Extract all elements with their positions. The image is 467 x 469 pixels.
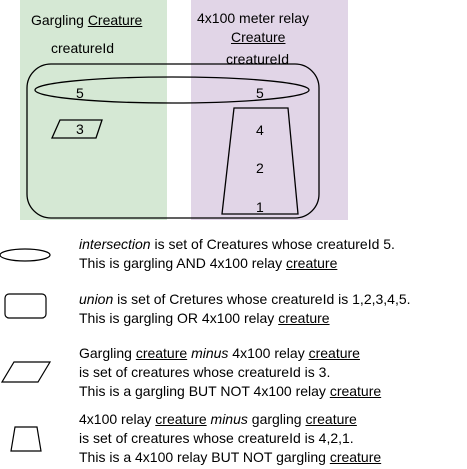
legend-entry-line: This is gargling OR 4x100 relay creature [79,309,330,328]
relay-only-value: 1 [256,199,264,215]
legend-text-segment: gargling [247,411,306,427]
relay-title-entity: Creature [231,29,286,45]
intersection-value-right: 5 [256,85,264,101]
legend-text-segment: 4x100 relay [79,411,156,427]
parallelogram-icon [0,361,52,383]
union-rounded-rectangle [26,63,320,219]
legend-text-segment: creature [278,310,330,326]
rounded-rectangle-icon [4,293,47,319]
legend-text-segment: This is gargling AND 4x100 relay [79,255,286,271]
legend-text-segment: This is gargling OR 4x100 relay [79,310,279,326]
legend-entry-line: 4x100 relay creature minus gargling crea… [79,410,357,429]
legend-text-segment: is set of creatures whose creatureId is … [79,364,331,380]
intersection-ellipse [34,76,310,104]
legend-text-segment: creature [305,411,357,427]
gargling-set-panel [20,0,167,220]
legend-entry-line: intersection is set of Creatures whose c… [79,235,395,254]
legend-text-segment: creature [135,345,188,361]
gargling-title-entity: Creature [87,12,143,28]
legend-text-segment: creature [155,411,207,427]
legend-text-segment: creature [329,449,382,465]
gargling-only-parallelogram [50,119,103,139]
legend-entry-line: This is a gargling BUT NOT 4x100 relay c… [79,382,381,401]
relay-set-panel [191,0,348,220]
legend-text-segment: minus [191,345,229,361]
relay-attribute-label: creatureId [226,51,290,67]
legend-text-segment: minus [210,411,248,427]
legend-text-segment: is set of Creatures whose creatureId 5. [150,236,395,252]
legend-text-segment: This is a 4x100 relay BUT NOT gargling [79,449,330,465]
legend-text-segment: This is a gargling BUT NOT 4x100 relay [79,383,330,399]
gargling-attribute-label: creatureId [51,40,115,56]
legend-text-segment: creature [286,255,338,271]
relay-only-trapezoid [221,107,299,215]
gargling-set-title: Gargling Creature [31,12,142,29]
legend-text-segment: Gargling [79,345,136,361]
relay-only-value: 4 [256,122,264,138]
legend-entry-line: Gargling creature minus 4x100 relay crea… [79,344,360,363]
ellipse-icon [0,248,51,262]
relay-set-title: 4x100 meter relay [197,10,310,26]
intersection-value-left: 5 [76,85,84,101]
gargling-only-value: 3 [76,121,84,137]
legend-text-segment: creature [329,383,382,399]
legend-text-segment: intersection [79,236,151,252]
legend-text-segment: union [79,291,114,307]
legend-entry-line: is set of creatures whose creatureId is … [79,429,354,448]
legend-text-segment: creature [308,345,360,361]
trapezoid-icon [10,426,42,452]
legend-text-segment: 4x100 relay [228,345,309,361]
gargling-title-prefix: Gargling [31,12,88,28]
legend-entry-line: This is a 4x100 relay BUT NOT gargling c… [79,448,381,467]
legend-text-segment: is set of creatures whose creatureId is … [79,430,354,446]
relay-only-value: 2 [256,160,264,176]
legend-entry-line: This is gargling AND 4x100 relay creatur… [79,254,337,273]
legend-text-segment: is set of Cretures whose creatureId is 1… [113,291,411,307]
legend-entry-line: is set of creatures whose creatureId is … [79,363,330,382]
legend-entry-line: union is set of Cretures whose creatureI… [79,290,411,309]
